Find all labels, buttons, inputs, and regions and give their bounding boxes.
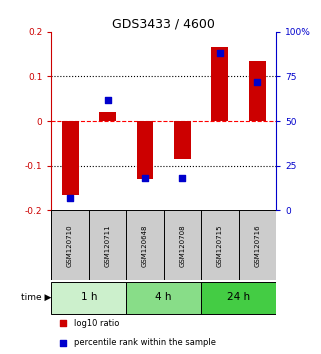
- Bar: [99, 112, 116, 121]
- Bar: [62, 121, 79, 195]
- FancyBboxPatch shape: [51, 210, 276, 280]
- Bar: [212, 47, 228, 121]
- Bar: [136, 121, 153, 179]
- Text: percentile rank within the sample: percentile rank within the sample: [74, 338, 216, 347]
- Title: GDS3433 / 4600: GDS3433 / 4600: [112, 18, 215, 31]
- FancyBboxPatch shape: [51, 282, 126, 314]
- FancyBboxPatch shape: [201, 282, 276, 314]
- Point: [105, 97, 110, 103]
- Bar: [249, 61, 266, 121]
- Point: [180, 175, 185, 181]
- Point: [60, 320, 65, 326]
- Bar: [174, 121, 191, 159]
- Text: log10 ratio: log10 ratio: [74, 319, 119, 327]
- Text: 24 h: 24 h: [227, 292, 250, 302]
- Text: time ▶: time ▶: [21, 293, 51, 302]
- Text: GSM120710: GSM120710: [67, 224, 73, 267]
- Text: GSM120711: GSM120711: [105, 224, 110, 267]
- Text: GSM120715: GSM120715: [217, 224, 223, 267]
- Text: 4 h: 4 h: [155, 292, 172, 302]
- Text: 1 h: 1 h: [81, 292, 97, 302]
- Text: GSM120708: GSM120708: [179, 224, 186, 267]
- FancyBboxPatch shape: [126, 282, 201, 314]
- Point: [143, 175, 148, 181]
- Text: GSM120716: GSM120716: [254, 224, 260, 267]
- Point: [255, 79, 260, 85]
- Point: [60, 340, 65, 346]
- Point: [67, 195, 73, 201]
- Point: [217, 50, 222, 56]
- Text: GSM120648: GSM120648: [142, 224, 148, 267]
